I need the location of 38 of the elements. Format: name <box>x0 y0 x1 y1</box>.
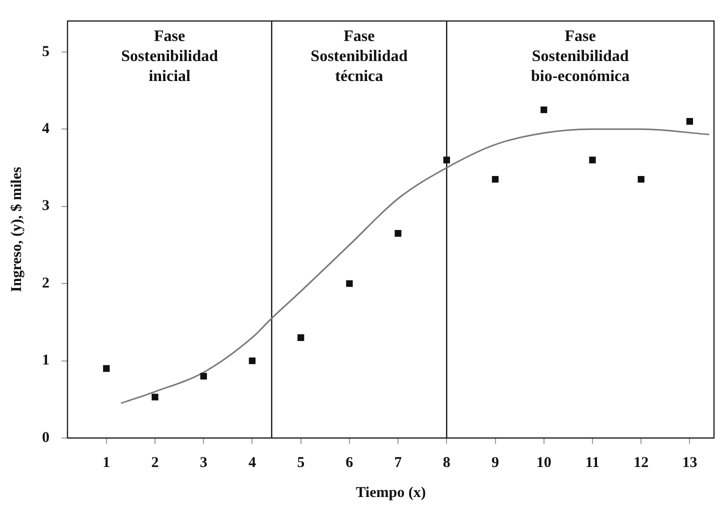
x-tick-label: 8 <box>442 454 450 471</box>
point <box>589 156 596 164</box>
x-tick-label: 13 <box>682 454 698 471</box>
y-axis-title: Ingreso, (y), $ miles <box>8 166 25 292</box>
point <box>297 334 304 341</box>
point <box>492 176 499 183</box>
line-series <box>120 128 710 404</box>
y-tick-label: 0 <box>42 430 50 446</box>
point <box>200 372 207 380</box>
point <box>394 230 402 237</box>
y-tick-label: 2 <box>42 275 50 292</box>
x-tick-label: 5 <box>297 454 305 471</box>
x-tick-label: 6 <box>346 454 354 471</box>
x-tick-label: 11 <box>585 454 600 471</box>
point <box>248 357 256 364</box>
point <box>152 394 158 400</box>
point <box>443 156 450 164</box>
point <box>540 106 548 114</box>
y-tick-label: 3 <box>42 198 50 214</box>
point <box>346 280 353 287</box>
y-tick-label: 5 <box>42 44 50 60</box>
x-tick-label: 1 <box>102 454 110 471</box>
x-tick-label: 2 <box>151 454 159 471</box>
x-axis-title: Tiempo (x) <box>356 484 426 501</box>
x-tick-label: 9 <box>492 454 500 471</box>
point <box>103 365 110 372</box>
y-tick-label: 4 <box>42 120 50 137</box>
annotation: Fase Sostenibilidad bio-económica <box>530 28 630 86</box>
x-tick-label: 3 <box>200 454 208 471</box>
point <box>686 118 694 125</box>
point <box>638 176 644 183</box>
x-tick-label: 4 <box>248 454 256 471</box>
annotation: Fase Sostenibilidad técnica <box>310 28 408 86</box>
x-tick-label: 12 <box>634 454 649 471</box>
x-tick-label: 7 <box>394 454 402 471</box>
x-tick-label: 10 <box>536 454 552 471</box>
annotation: Fase Sostenibilidad inicial <box>121 28 218 86</box>
y-tick-label: 1 <box>42 352 50 369</box>
